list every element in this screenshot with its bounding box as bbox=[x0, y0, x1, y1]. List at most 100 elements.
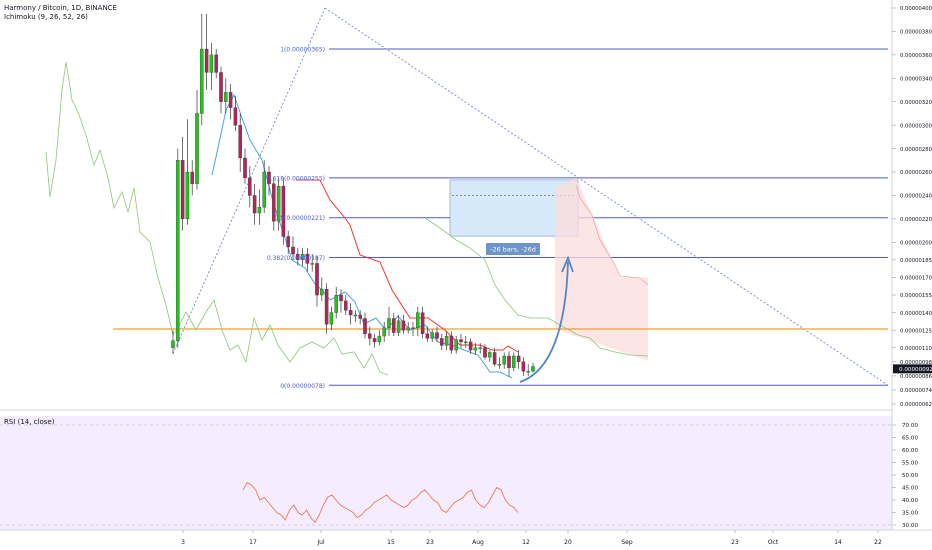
chart-title: Harmony / Bitcoin, 1D, BINANCE bbox=[4, 4, 117, 12]
leading-span-line bbox=[424, 217, 649, 357]
candle-body bbox=[334, 294, 338, 313]
time-tick-label: 17 bbox=[249, 539, 257, 546]
rsi-tick-label: 70.00 bbox=[902, 423, 918, 429]
rsi-tick-label: 50.00 bbox=[902, 473, 918, 479]
candle-body bbox=[358, 314, 362, 319]
candle-body bbox=[396, 320, 401, 333]
candle-body bbox=[435, 332, 439, 339]
candle-body bbox=[204, 48, 209, 73]
time-tick-label: 20 bbox=[564, 539, 572, 546]
rsi-tick-label: 45.00 bbox=[902, 486, 918, 492]
candle-body bbox=[502, 355, 506, 365]
time-tick-label: 23 bbox=[731, 539, 739, 546]
candle-body bbox=[281, 185, 286, 237]
rsi-tick-label: 35.00 bbox=[902, 511, 918, 517]
candle-body bbox=[257, 207, 262, 214]
time-tick-label: Oct bbox=[768, 539, 779, 546]
candle-body bbox=[243, 157, 247, 179]
rsi-tick-label: 60.00 bbox=[902, 448, 918, 454]
candle-body bbox=[440, 338, 444, 346]
price-tick-label: 0.00000280 bbox=[900, 147, 932, 153]
projection-arrow-head bbox=[561, 255, 574, 273]
measure-label: -26 bars, -26d bbox=[490, 246, 536, 254]
time-tick-label: 12 bbox=[522, 539, 530, 546]
time-tick-label: 14 bbox=[834, 539, 842, 546]
candle-body bbox=[286, 236, 290, 248]
current-price-badge bbox=[893, 364, 932, 374]
candle-body bbox=[324, 289, 329, 325]
price-tick-label: 0.00000200 bbox=[900, 241, 932, 247]
rsi-line bbox=[242, 481, 519, 524]
candle-body bbox=[185, 171, 190, 220]
fib-level-label: 0.618(0.00000255) bbox=[267, 175, 325, 182]
candle-body bbox=[420, 312, 425, 334]
candle-body bbox=[478, 347, 482, 349]
candle-body bbox=[209, 54, 214, 73]
candle-body bbox=[305, 253, 310, 264]
candle-body bbox=[176, 160, 180, 341]
candle-body bbox=[368, 333, 372, 339]
candle-body bbox=[320, 289, 324, 296]
candle-body bbox=[200, 48, 204, 114]
candle-body bbox=[310, 263, 314, 265]
time-tick-label: Aug bbox=[472, 539, 484, 546]
candle-body bbox=[430, 332, 434, 339]
candle-body bbox=[459, 339, 463, 343]
candle-body bbox=[296, 253, 300, 261]
candle-body bbox=[507, 355, 511, 368]
candle-body bbox=[214, 54, 218, 73]
candle-body bbox=[492, 352, 497, 365]
time-tick-label: 15 bbox=[387, 539, 395, 546]
candle-body bbox=[497, 364, 502, 366]
candle-body bbox=[387, 318, 391, 328]
price-tick-label: 0.00000110 bbox=[900, 346, 932, 352]
candle-body bbox=[300, 253, 305, 261]
price-tick-label: 0.00000074 bbox=[900, 388, 932, 394]
candle-body bbox=[521, 361, 526, 372]
price-tick-label: 0.00000185 bbox=[900, 258, 932, 264]
price-tick-label: 0.00000062 bbox=[900, 402, 932, 408]
candle-body bbox=[401, 320, 406, 331]
price-tick-label: 0.00000125 bbox=[900, 328, 932, 334]
candle-body bbox=[233, 107, 238, 126]
fib-level-label: 0.382(0.00000187) bbox=[267, 255, 325, 262]
price-tick-label: 0.00000260 bbox=[900, 170, 932, 176]
candle-body bbox=[406, 327, 410, 331]
candle-body bbox=[344, 300, 348, 311]
time-tick-label: 23 bbox=[426, 539, 434, 546]
price-tick-label: 0.00000155 bbox=[900, 293, 932, 299]
measure-label-box bbox=[486, 243, 540, 255]
candle-body bbox=[473, 347, 478, 351]
kijun-line bbox=[296, 179, 519, 353]
candle-body bbox=[224, 92, 228, 102]
time-tick-label: Jul bbox=[316, 539, 325, 546]
rsi-tick-label: 65.00 bbox=[902, 436, 918, 442]
time-tick-label: 22 bbox=[874, 539, 882, 546]
price-tick-label: 0.00000340 bbox=[900, 76, 932, 82]
candle-body bbox=[372, 338, 377, 343]
candle-body bbox=[464, 341, 468, 344]
candle-body bbox=[483, 347, 487, 358]
candle-body bbox=[238, 125, 242, 159]
price-tick-label: 0.00000300 bbox=[900, 123, 932, 129]
candle-body bbox=[392, 318, 396, 333]
chikou-span-line bbox=[45, 61, 389, 376]
candle-body bbox=[468, 341, 473, 351]
candle-body bbox=[180, 160, 185, 220]
fib-level-label: 0(0.00000078) bbox=[280, 383, 325, 390]
candle-body bbox=[272, 183, 276, 222]
candle-body bbox=[228, 92, 233, 108]
tenkan-line bbox=[211, 93, 513, 379]
price-tick-label: 0.00000360 bbox=[900, 53, 932, 59]
price-tick-label: 0.00000240 bbox=[900, 194, 932, 200]
candle-body bbox=[262, 171, 266, 208]
candle-body bbox=[195, 113, 199, 184]
fib-level-label: 1(0.00000365) bbox=[280, 47, 325, 54]
candle-body bbox=[315, 263, 319, 296]
candle-body bbox=[339, 294, 343, 302]
candle-body bbox=[449, 335, 454, 351]
leading-span-b-line bbox=[575, 184, 649, 286]
price-tick-label: 0.00000220 bbox=[900, 217, 932, 223]
candle-body bbox=[377, 335, 382, 343]
candle-body bbox=[190, 171, 194, 184]
